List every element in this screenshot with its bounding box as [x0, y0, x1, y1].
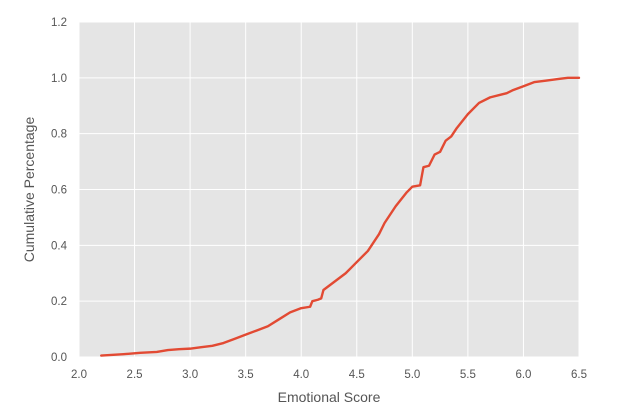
series-line-cumulative-percentage — [100, 76, 581, 357]
x-tick-label: 6.0 — [515, 369, 531, 381]
y-tick-labels: 0.0 0.2 0.4 0.6 0.8 1.0 1.2 — [51, 17, 68, 364]
x-tick-labels: 2.0 2.5 3.0 3.5 4.0 4.5 5.0 5.5 6.0 6.5 — [71, 369, 587, 381]
y-axis-label: Cumulative Percentage — [21, 117, 37, 263]
y-tick-label: 0.2 — [51, 296, 67, 308]
x-tick-label: 3.0 — [182, 369, 198, 381]
x-tick-label: 5.5 — [460, 369, 476, 381]
x-tick-label: 5.0 — [404, 369, 420, 381]
x-tick-label: 2.5 — [127, 369, 143, 381]
grid-lines — [78, 21, 580, 358]
x-tick-label: 3.5 — [238, 369, 254, 381]
y-tick-label: 0.4 — [51, 240, 68, 252]
y-tick-label: 0.0 — [51, 352, 67, 364]
y-tick-label: 0.8 — [51, 129, 67, 141]
x-tick-label: 4.5 — [349, 369, 365, 381]
y-tick-label: 0.6 — [51, 185, 67, 197]
x-tick-label: 6.5 — [571, 369, 587, 381]
x-axis-label: Emotional Score — [278, 389, 381, 405]
x-tick-label: 2.0 — [71, 369, 87, 381]
y-tick-label: 1.2 — [51, 17, 67, 29]
y-tick-label: 1.0 — [51, 73, 67, 85]
x-tick-label: 4.0 — [293, 369, 309, 381]
